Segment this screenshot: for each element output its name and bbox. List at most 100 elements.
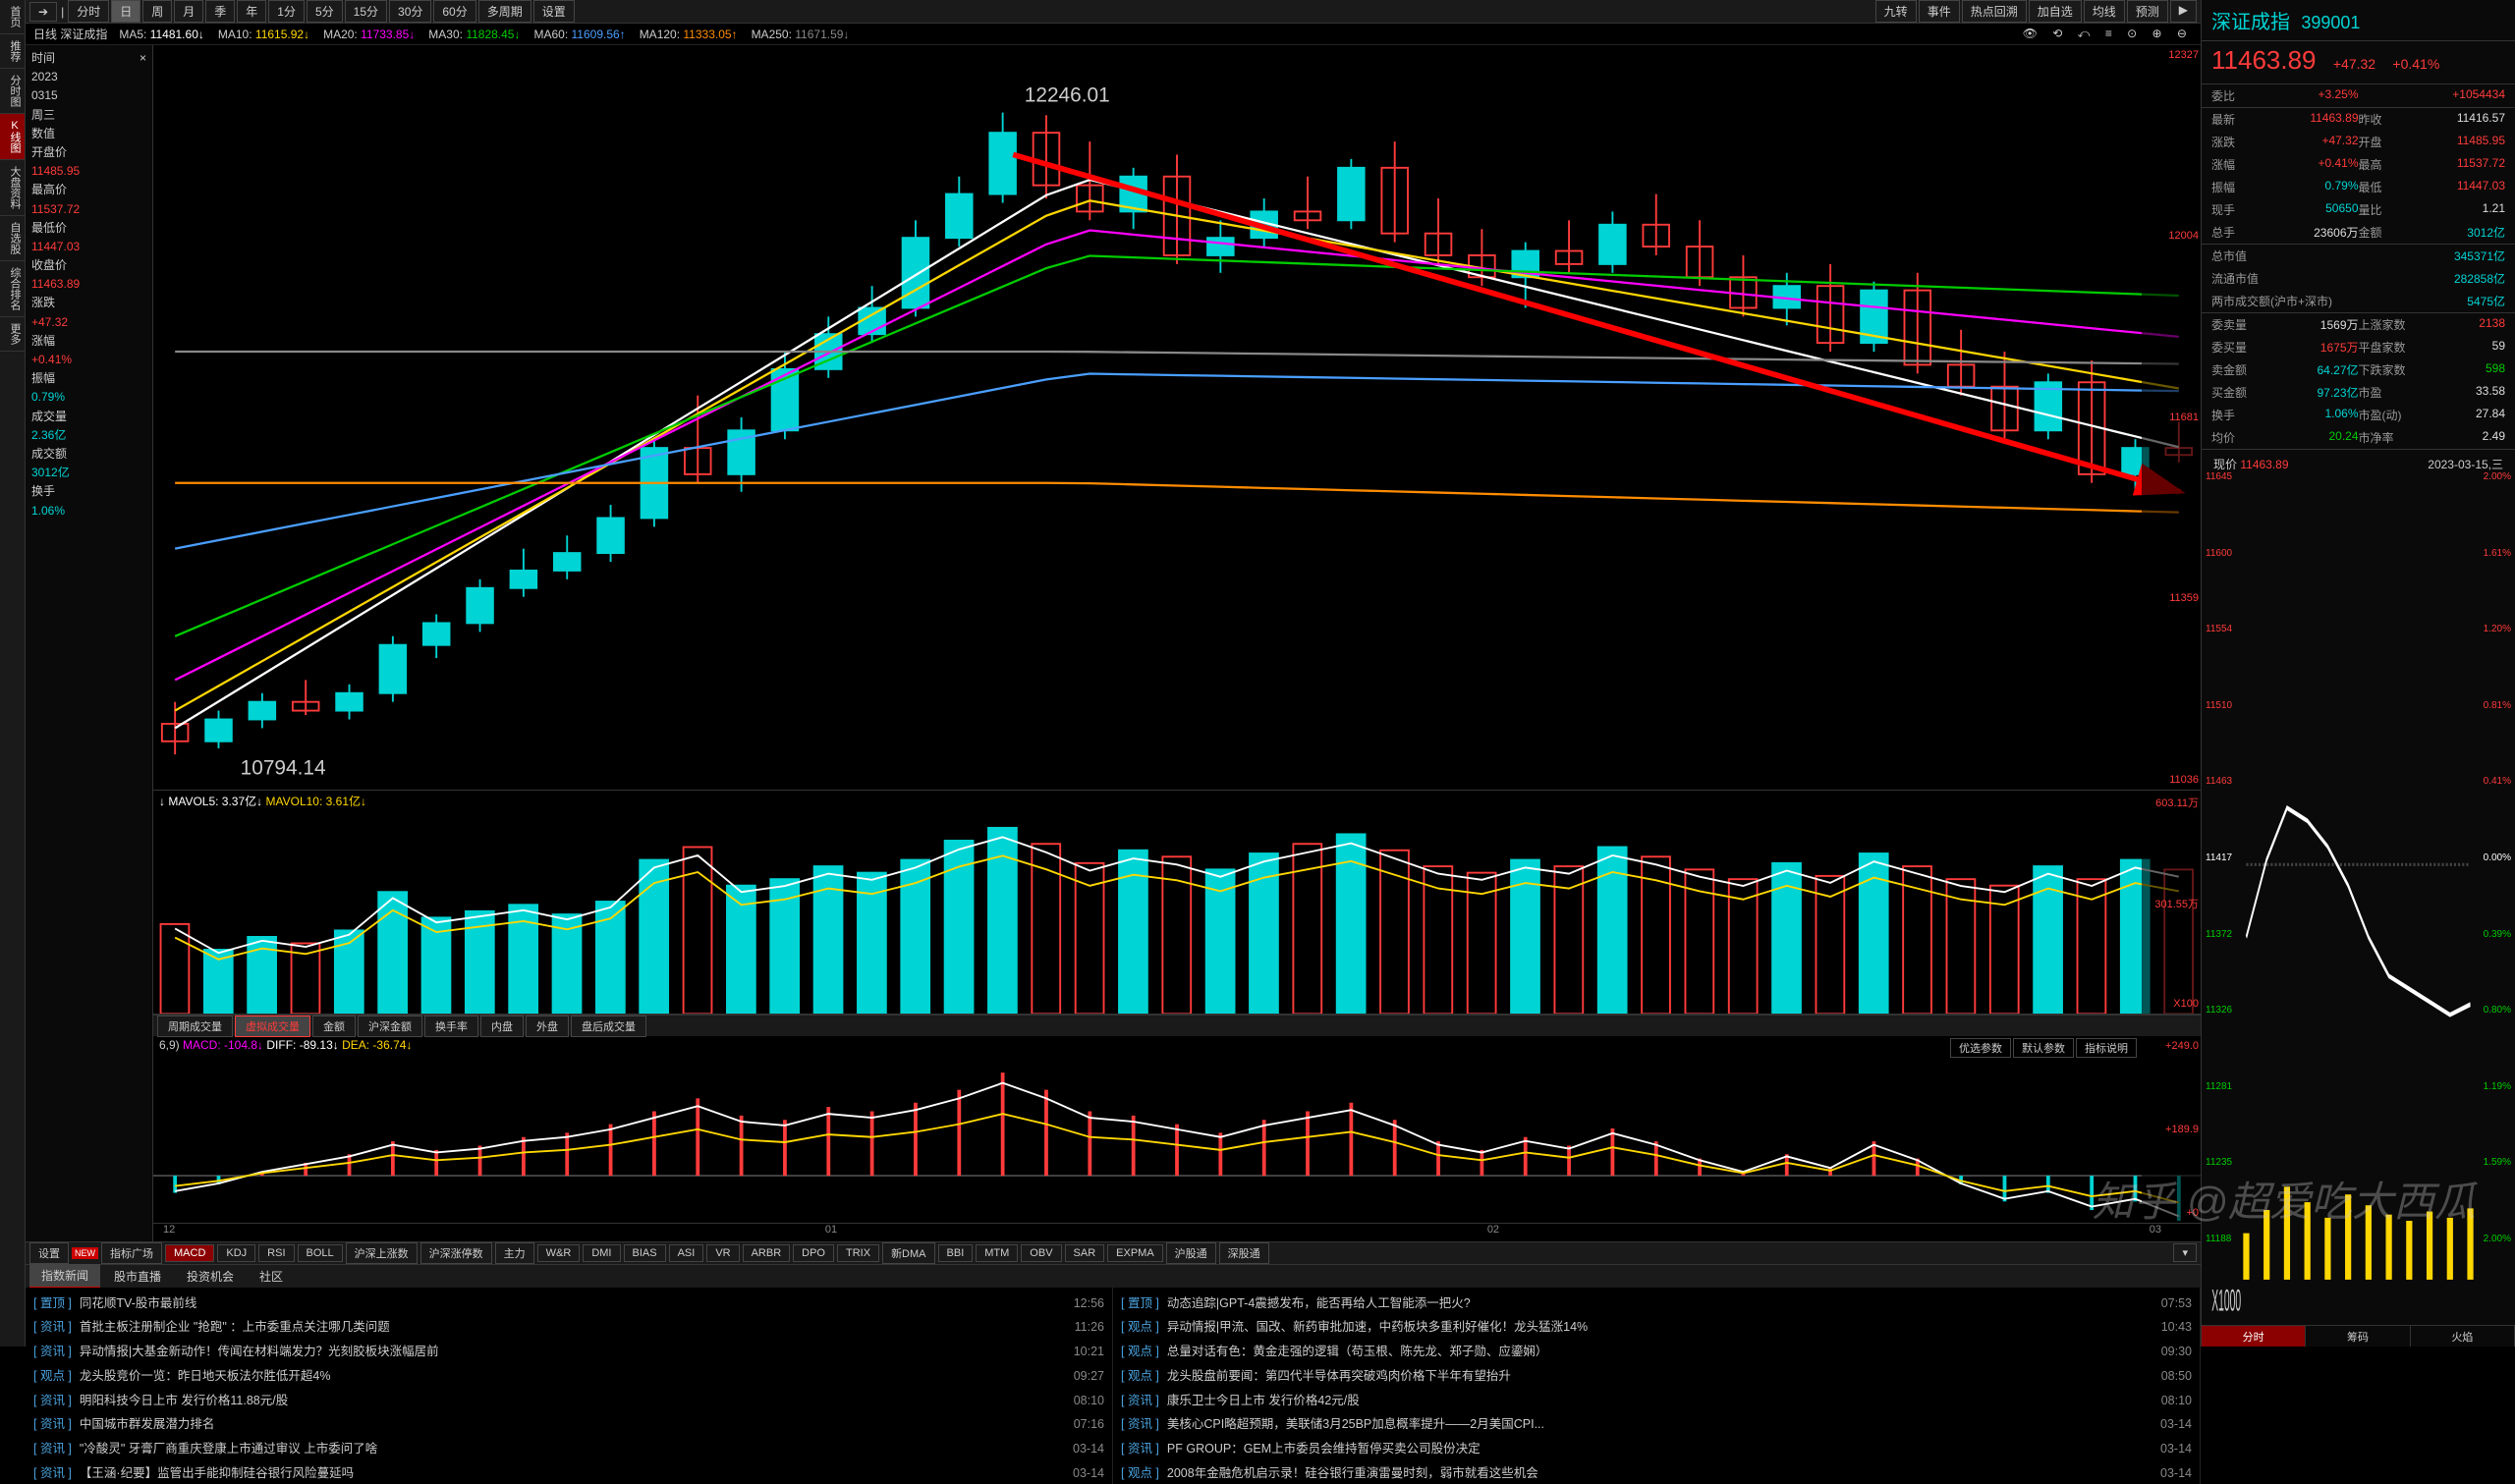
left-rail-item[interactable]: 大盘资料 [0, 160, 25, 216]
volume-tab[interactable]: 外盘 [526, 1016, 569, 1037]
ohlc-row: 数值 [31, 125, 146, 143]
volume-tab[interactable]: 虚拟成交量 [235, 1016, 310, 1037]
period-tab[interactable]: 周 [142, 0, 172, 23]
period-tab[interactable]: 分时 [68, 0, 109, 23]
left-rail-item[interactable]: 更多 [0, 317, 25, 352]
volume-chart[interactable]: ↓ MAVOL5: 3.37亿↓ MAVOL10: 3.61亿↓ 603.11万… [153, 791, 2201, 1015]
volume-tab[interactable]: 盘后成交量 [571, 1016, 646, 1037]
macd-param-tab[interactable]: 指标说明 [2076, 1038, 2137, 1058]
news-item[interactable]: [ 置顶 ]同花顺TV-股市最前线12:56 [33, 1292, 1104, 1316]
indicator-tab[interactable]: 沪深上涨数 [346, 1242, 418, 1264]
toolbar-action[interactable]: 加自选 [2029, 0, 2082, 23]
news-item[interactable]: [ 资讯 ]中国城市群发展潜力排名07:16 [33, 1412, 1104, 1437]
toolbar-action[interactable]: 热点回溯 [1962, 0, 2027, 23]
period-tab[interactable]: 30分 [389, 0, 431, 23]
indicator-tab[interactable]: SAR [1065, 1244, 1105, 1262]
news-item[interactable]: [ 资讯 ]明阳科技今日上市 发行价格11.88元/股08:10 [33, 1389, 1104, 1413]
indicator-tab[interactable]: BBI [938, 1244, 974, 1262]
news-item[interactable]: [ 资讯 ]【王涵·纪要】监管出手能抑制硅谷银行风险蔓延吗03-14 [33, 1461, 1104, 1484]
toolbar-action[interactable]: ▶ [2170, 0, 2197, 23]
price-candlestick-chart[interactable]: 12246.0110794.14 12327120041168111359110… [153, 45, 2201, 791]
news-tab[interactable]: 股市直播 [102, 1265, 173, 1288]
ohlc-row: 最低价 [31, 219, 146, 238]
news-item[interactable]: [ 观点 ]龙头股盘前要闻：第四代半导体再突破鸡肉价格下半年有望抬升08:50 [1121, 1364, 2192, 1389]
left-rail-item[interactable]: 分时图 [0, 69, 25, 114]
left-rail-item[interactable]: 综合排名 [0, 261, 25, 317]
toolbar-action[interactable]: 均线 [2084, 0, 2125, 23]
indicator-tab[interactable]: ASI [669, 1244, 704, 1262]
period-tab[interactable]: 季 [205, 0, 235, 23]
period-tab[interactable]: 月 [174, 0, 203, 23]
intraday-mini-chart[interactable]: 现价 11463.89 2023-03-15,三 116451160011554… [2202, 450, 2515, 1325]
news-tab[interactable]: 社区 [248, 1265, 295, 1288]
indicator-tab[interactable]: EXPMA [1107, 1244, 1163, 1262]
news-item[interactable]: [ 观点 ]总量对话有色：黄金走强的逻辑（苟玉根、陈先龙、郑子勋、应鎏娴）09:… [1121, 1340, 2192, 1364]
left-rail-item[interactable]: 自选股 [0, 216, 25, 261]
indicator-tab[interactable]: 沪深涨停数 [420, 1242, 492, 1264]
ohlc-info-panel: × 时间20230315周三数值开盘价11485.95最高价11537.72最低… [26, 45, 153, 1241]
indicator-tab[interactable]: DPO [793, 1244, 834, 1262]
ohlc-row: 开盘价 [31, 143, 146, 162]
volume-tab[interactable]: 换手率 [424, 1016, 478, 1037]
period-tab[interactable]: 5分 [307, 0, 343, 23]
volume-tab[interactable]: 周期成交量 [157, 1016, 233, 1037]
indicator-tab[interactable]: RSI [258, 1244, 294, 1262]
macd-param-tab[interactable]: 默认参数 [2013, 1038, 2074, 1058]
period-tab[interactable]: 1分 [268, 0, 305, 23]
indicator-tab[interactable]: MTM [976, 1244, 1018, 1262]
indicator-tab[interactable]: OBV [1021, 1244, 1061, 1262]
indicator-tab[interactable]: 新DMA [882, 1242, 934, 1264]
news-item[interactable]: [ 观点 ]异动情报|甲流、国改、新药审批加速，中药板块多重利好催化！龙头猛涨1… [1121, 1315, 2192, 1340]
volume-tab[interactable]: 内盘 [480, 1016, 524, 1037]
ohlc-row: 涨幅 [31, 332, 146, 351]
indicator-tab[interactable]: 指标广场 [101, 1242, 162, 1264]
index-name: 深证成指 [2211, 12, 2290, 33]
indicator-tab[interactable]: 深股通 [1219, 1242, 1269, 1264]
indicator-tab[interactable]: VR [706, 1244, 739, 1262]
indicator-tab[interactable]: TRIX [837, 1244, 879, 1262]
chevron-down-icon[interactable]: ▾ [2173, 1243, 2197, 1262]
news-item[interactable]: [ 资讯 ]异动情报|大基金新动作！传闻在材料端发力？光刻胶板块涨幅居前10:2… [33, 1340, 1104, 1364]
period-tab[interactable]: 60分 [433, 0, 475, 23]
indicator-tab[interactable]: 沪股通 [1166, 1242, 1216, 1264]
period-tab[interactable]: 设置 [533, 0, 575, 23]
news-tab[interactable]: 指数新闻 [29, 1264, 100, 1289]
news-item[interactable]: [ 资讯 ]"冷酸灵" 牙膏厂商重庆登康上市通过审议 上市委问了啥03-14 [33, 1437, 1104, 1461]
indicator-tab[interactable]: 主力 [495, 1242, 534, 1264]
indicator-tab[interactable]: W&R [537, 1244, 581, 1262]
period-tab[interactable]: 年 [237, 0, 266, 23]
indicator-tab[interactable]: BOLL [298, 1244, 343, 1262]
news-item[interactable]: [ 资讯 ]美核心CPI略超预期，美联储3月25BP加息概率提升——2月美国CP… [1121, 1412, 2192, 1437]
period-tab[interactable]: 15分 [345, 0, 387, 23]
left-rail-item[interactable]: 推荐 [0, 34, 25, 69]
close-icon[interactable]: × [140, 49, 146, 68]
news-item[interactable]: [ 观点 ]2008年金融危机启示录！硅谷银行重演雷曼时刻，弱市就看这些机会03… [1121, 1461, 2192, 1484]
indicator-tab[interactable]: ARBR [743, 1244, 791, 1262]
period-tab[interactable]: 日 [111, 0, 140, 23]
news-item[interactable]: [ 观点 ]龙头股竞价一览：昨日地天板法尔胜低开超4%09:27 [33, 1364, 1104, 1389]
toolbar-arrow-icon[interactable]: ➔ [29, 2, 57, 22]
left-rail-item[interactable]: 首页 [0, 0, 25, 34]
macd-param-tab[interactable]: 优选参数 [1950, 1038, 2011, 1058]
ohlc-row: 最高价 [31, 181, 146, 199]
indicator-settings[interactable]: 设置 [29, 1242, 69, 1264]
left-rail-item[interactable]: K线图 [0, 114, 25, 160]
quote-row: 买金额97.23亿市盈33.58 [2202, 381, 2515, 404]
period-tab[interactable]: 多周期 [478, 0, 531, 23]
volume-tab[interactable]: 沪深金额 [358, 1016, 422, 1037]
macd-chart[interactable]: 6,9) MACD: -104.8↓ DIFF: -89.13↓ DEA: -3… [153, 1036, 2201, 1223]
indicator-tab[interactable]: KDJ [217, 1244, 255, 1262]
news-item[interactable]: [ 资讯 ]PF GROUP：GEM上市委员会维持暂停买卖公司股份决定03-14 [1121, 1437, 2192, 1461]
indicator-tab[interactable]: DMI [583, 1244, 620, 1262]
news-item[interactable]: [ 资讯 ]首批主板注册制企业 "抢跑" ：上市委重点关注哪几类问题11:26 [33, 1315, 1104, 1340]
toolbar-action[interactable]: 九转 [1875, 0, 1917, 23]
volume-tab[interactable]: 金额 [312, 1016, 356, 1037]
indicator-tab[interactable]: MACD [165, 1244, 214, 1262]
news-item[interactable]: [ 资讯 ]康乐卫士今日上市 发行价格42元/股08:10 [1121, 1389, 2192, 1413]
news-tab[interactable]: 投资机会 [175, 1265, 246, 1288]
toolbar-action[interactable]: 预测 [2127, 0, 2168, 23]
toolbar-action[interactable]: 事件 [1919, 0, 1960, 23]
chart-tool-icons[interactable]: 👁 ⟲ ⤺ ≡ ⊙ ⊕ ⊖ [2023, 27, 2193, 41]
news-item[interactable]: [ 置顶 ]动态追踪|GPT-4震撼发布，能否再给人工智能添一把火?07:53 [1121, 1292, 2192, 1316]
indicator-tab[interactable]: BIAS [624, 1244, 666, 1262]
